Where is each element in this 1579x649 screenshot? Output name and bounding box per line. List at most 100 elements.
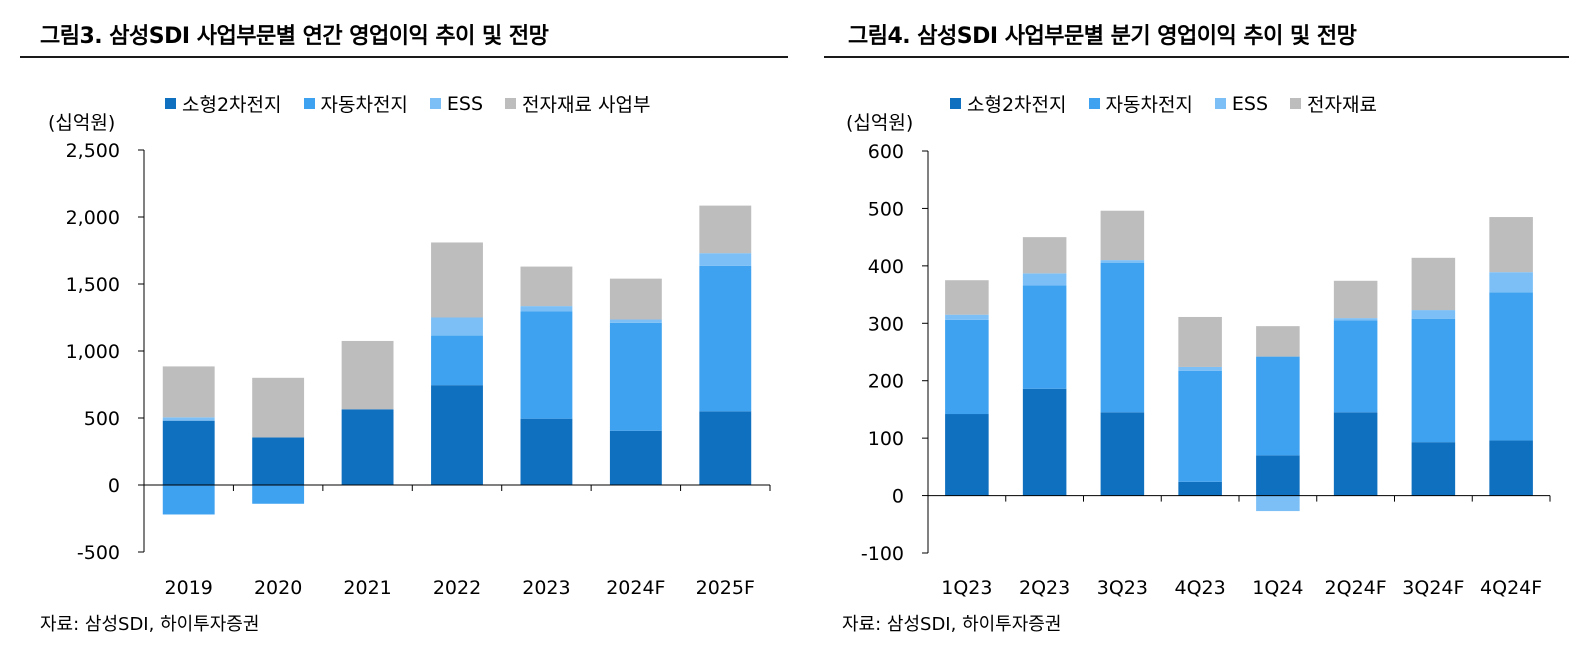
quarterly-chart-plot: -100 0 100 200 300 400 500 600 1Q23 2Q23 3Q23 4Q23 1… bbox=[861, 141, 1551, 599]
bar-2022-series-2 bbox=[431, 317, 483, 336]
bar-2q23-series-1 bbox=[1022, 285, 1067, 389]
quarterly-unit-label: (십억원) bbox=[846, 112, 914, 134]
bar-3q24f-series-2 bbox=[1411, 310, 1456, 319]
bar-2q24f-series-1 bbox=[1333, 320, 1378, 413]
bar-4q23-series-0 bbox=[1178, 481, 1222, 496]
x-tick-label-2019: 2019 bbox=[165, 577, 213, 599]
bar-4q24f-series-2 bbox=[1489, 272, 1533, 293]
bar-1q23-series-3 bbox=[945, 280, 989, 315]
legend-item-ess: ESS bbox=[429, 92, 484, 115]
y-tick-label: 1,500 bbox=[66, 274, 120, 296]
bar-4q24f-series-0 bbox=[1489, 440, 1533, 496]
bar-1q23-series-1 bbox=[945, 319, 989, 415]
quarterly-title-rule bbox=[824, 56, 1569, 58]
bar-2021-series-0 bbox=[341, 409, 394, 485]
y-tick-label: -100 bbox=[861, 543, 904, 565]
bar-1q24-series-1 bbox=[1256, 356, 1300, 456]
bar-2023-series-0 bbox=[520, 418, 573, 485]
bar-2020-series-1 bbox=[252, 485, 305, 504]
bar-3q24f-series-1 bbox=[1411, 318, 1456, 443]
bar-2023-series-2 bbox=[520, 306, 573, 312]
bar-3q24f-series-0 bbox=[1411, 442, 1456, 496]
bar-2019-series-3 bbox=[162, 366, 215, 418]
bar-2023-series-1 bbox=[520, 311, 573, 419]
bar-4q23-series-1 bbox=[1178, 370, 1222, 482]
x-tick-label-3q24f: 3Q24F bbox=[1402, 577, 1464, 599]
x-tick-label-1q23: 1Q23 bbox=[941, 577, 992, 599]
bar-2q24f-series-2 bbox=[1333, 318, 1378, 321]
bar-1q24-series-0 bbox=[1256, 455, 1300, 496]
bar-3q24f-series-3 bbox=[1411, 257, 1456, 311]
legend-item-small-battery: 소형2차전지 bbox=[165, 90, 282, 117]
legend-swatch-auto-battery bbox=[1088, 98, 1100, 109]
y-tick-label: 2,500 bbox=[66, 140, 120, 162]
legend-label-ess: ESS bbox=[446, 92, 484, 115]
bar-3q23-series-3 bbox=[1100, 210, 1145, 261]
legend-label-ess: ESS bbox=[1231, 92, 1269, 115]
x-tick-label-3q23: 3Q23 bbox=[1097, 577, 1148, 599]
bar-1q23-series-0 bbox=[945, 414, 989, 496]
bar-1q24-series-2 bbox=[1256, 495, 1300, 512]
x-tick-label-2021: 2021 bbox=[343, 577, 391, 599]
legend-item-auto-battery: 자동차전지 bbox=[1088, 90, 1193, 117]
bar-2022-series-3 bbox=[431, 242, 483, 318]
bar-2020-series-0 bbox=[252, 437, 305, 485]
quarterly-source-note: 자료: 삼성SDI, 하이투자증권 bbox=[842, 614, 1062, 635]
x-tick-label-4q23: 4Q23 bbox=[1175, 577, 1226, 599]
bar-2020-series-3 bbox=[252, 377, 305, 438]
bar-3q23-series-2 bbox=[1100, 260, 1145, 263]
x-tick-label-2023: 2023 bbox=[522, 577, 570, 599]
annual-unit-label: (십억원) bbox=[48, 112, 116, 134]
bar-4q23-series-3 bbox=[1178, 316, 1222, 367]
bar-2q24f-series-3 bbox=[1333, 280, 1378, 319]
bar-2024f-series-3 bbox=[609, 278, 662, 320]
bar-2025f-series-1 bbox=[699, 265, 752, 412]
legend-item-small-battery: 소형2차전지 bbox=[950, 90, 1067, 117]
legend-item-materials: 전자재료 사업부 bbox=[505, 90, 650, 117]
bar-2019-series-1 bbox=[162, 485, 215, 515]
bar-3q23-series-0 bbox=[1100, 412, 1145, 496]
quarterly-chart-title: 그림4. 삼성SDI 사업부문별 분기 영업이익 추이 및 전망 bbox=[848, 24, 1357, 49]
x-tick-label-2022: 2022 bbox=[433, 577, 481, 599]
x-tick-label-2q23: 2Q23 bbox=[1019, 577, 1070, 599]
legend-swatch-materials bbox=[505, 98, 517, 109]
x-tick-label-2025f: 2025F bbox=[696, 577, 755, 599]
annual-title-rule bbox=[20, 56, 788, 58]
legend-swatch-ess bbox=[429, 98, 441, 109]
legend-swatch-auto-battery bbox=[303, 98, 315, 109]
x-tick-label-1q24: 1Q24 bbox=[1252, 577, 1303, 599]
y-tick-label: 1,000 bbox=[66, 341, 120, 363]
bar-1q24-series-3 bbox=[1256, 326, 1300, 357]
bar-3q23-series-1 bbox=[1100, 262, 1145, 413]
legend-label-auto-battery: 자동차전지 bbox=[320, 94, 408, 116]
bar-2019-series-0 bbox=[162, 420, 215, 485]
y-tick-label: 0 bbox=[108, 475, 120, 497]
legend-label-small-battery: 소형2차전지 bbox=[182, 94, 282, 116]
quarterly-chart-legend: 소형2차전지 자동차전지 ESS 전자재료 bbox=[950, 90, 1399, 117]
annual-chart-legend: 소형2차전지 자동차전지 ESS 전자재료 사업부 bbox=[165, 90, 672, 117]
x-tick-label-2020: 2020 bbox=[254, 577, 302, 599]
bar-2024f-series-0 bbox=[609, 430, 662, 485]
bar-2025f-series-0 bbox=[699, 411, 752, 485]
annual-chart-panel: 그림3. 삼성SDI 사업부문별 연간 영업이익 추이 및 전망 소형2차전지 … bbox=[20, 0, 792, 649]
bar-2q23-series-0 bbox=[1022, 388, 1067, 496]
x-tick-label-4q24f: 4Q24F bbox=[1480, 577, 1542, 599]
legend-item-auto-battery: 자동차전지 bbox=[303, 90, 408, 117]
y-tick-label: 500 bbox=[84, 408, 120, 430]
bar-4q24f-series-3 bbox=[1489, 217, 1533, 273]
bar-2022-series-1 bbox=[431, 335, 483, 386]
legend-label-auto-battery: 자동차전지 bbox=[1105, 94, 1193, 116]
bar-4q24f-series-1 bbox=[1489, 292, 1533, 441]
y-tick-label: 2,000 bbox=[66, 207, 120, 229]
bar-2q23-series-3 bbox=[1022, 237, 1067, 274]
bar-1q23-series-2 bbox=[945, 314, 989, 320]
x-tick-label-2024f: 2024F bbox=[606, 577, 665, 599]
y-tick-label: 500 bbox=[868, 198, 904, 220]
y-tick-label: 300 bbox=[868, 313, 904, 335]
y-tick-label: 400 bbox=[868, 256, 904, 278]
legend-label-materials: 전자재료 bbox=[1307, 94, 1377, 116]
bar-2022-series-0 bbox=[431, 385, 483, 485]
legend-swatch-ess bbox=[1214, 98, 1226, 109]
y-tick-label: 600 bbox=[868, 141, 904, 163]
annual-chart-title: 그림3. 삼성SDI 사업부문별 연간 영업이익 추이 및 전망 bbox=[40, 24, 549, 49]
